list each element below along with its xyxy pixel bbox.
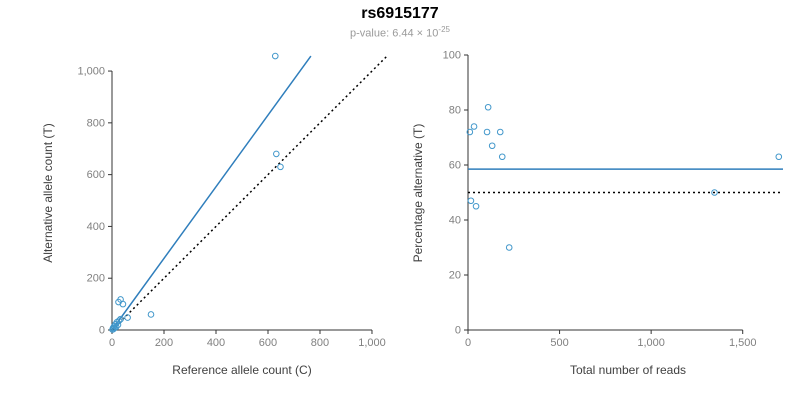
page-title: rs6915177: [361, 5, 439, 22]
percentage-alternative-chart: 0 500 1,000 1,500 0 20 40 60 80 100: [443, 50, 783, 349]
allele-counts-chart: 0 200 400 600 800 1,000 0 200 400 600 800 1,000: [77, 52, 389, 349]
data-point: [472, 202, 480, 210]
data-point: [124, 314, 131, 321]
y-tick-label: 100: [443, 50, 461, 62]
x-tick-label: 1,500: [729, 337, 757, 349]
data-point: [498, 153, 506, 161]
data-point: [277, 163, 284, 171]
data-point: [775, 153, 783, 161]
y-tick-label: 1,000: [77, 66, 105, 78]
data-point: [711, 189, 718, 196]
data-point: [467, 197, 475, 205]
p-value-text: p-value: 6.44 × 10: [350, 27, 439, 40]
identity-line: [111, 54, 389, 331]
y-tick-label: 800: [87, 117, 105, 129]
x-tick-label: 600: [259, 337, 277, 349]
y-tick-label: 600: [87, 169, 105, 181]
data-point: [147, 311, 155, 318]
y-tick-label: 20: [449, 270, 461, 282]
y-tick-label: 60: [449, 160, 461, 172]
data-point: [112, 323, 120, 331]
data-point: [496, 128, 504, 136]
data-point: [466, 128, 474, 136]
regression-line: [111, 55, 312, 331]
data-point: [119, 300, 127, 308]
x-tick-label: 1,000: [358, 337, 386, 349]
data-point: [117, 315, 124, 323]
x-tick-label: 400: [207, 337, 225, 349]
x-tick-label: 800: [311, 337, 329, 349]
p-value-exponent: -25: [438, 25, 450, 34]
p-value-subtitle: p-value: 6.44 × 10-25: [0, 25, 800, 40]
data-point: [505, 244, 513, 251]
data-point: [115, 317, 123, 324]
x-tick-label: 500: [550, 337, 568, 349]
left-chart-y-axis-label: Alternative allele count (T): [41, 123, 55, 263]
y-tick-label: 0: [99, 325, 105, 337]
data-point: [114, 321, 122, 329]
x-tick-label: 0: [109, 337, 115, 349]
y-tick-label: 40: [449, 215, 461, 227]
right-chart-x-axis-label: Total number of reads: [569, 363, 687, 377]
y-tick-label: 0: [455, 325, 461, 337]
x-tick-label: 1,000: [637, 337, 665, 349]
y-tick-label: 200: [87, 273, 105, 285]
left-chart-x-axis-label: Reference allele count (C): [172, 363, 312, 377]
right-chart-y-axis-label: Percentage alternative (T): [411, 123, 425, 263]
data-point: [470, 123, 478, 130]
data-point: [483, 128, 491, 136]
data-point: [271, 52, 279, 60]
data-point: [273, 150, 280, 158]
x-tick-label: 0: [465, 337, 471, 349]
y-tick-label: 80: [449, 105, 461, 117]
data-point: [484, 103, 492, 111]
y-tick-label: 400: [87, 221, 105, 233]
x-tick-label: 200: [155, 337, 173, 349]
data-point: [488, 142, 496, 150]
